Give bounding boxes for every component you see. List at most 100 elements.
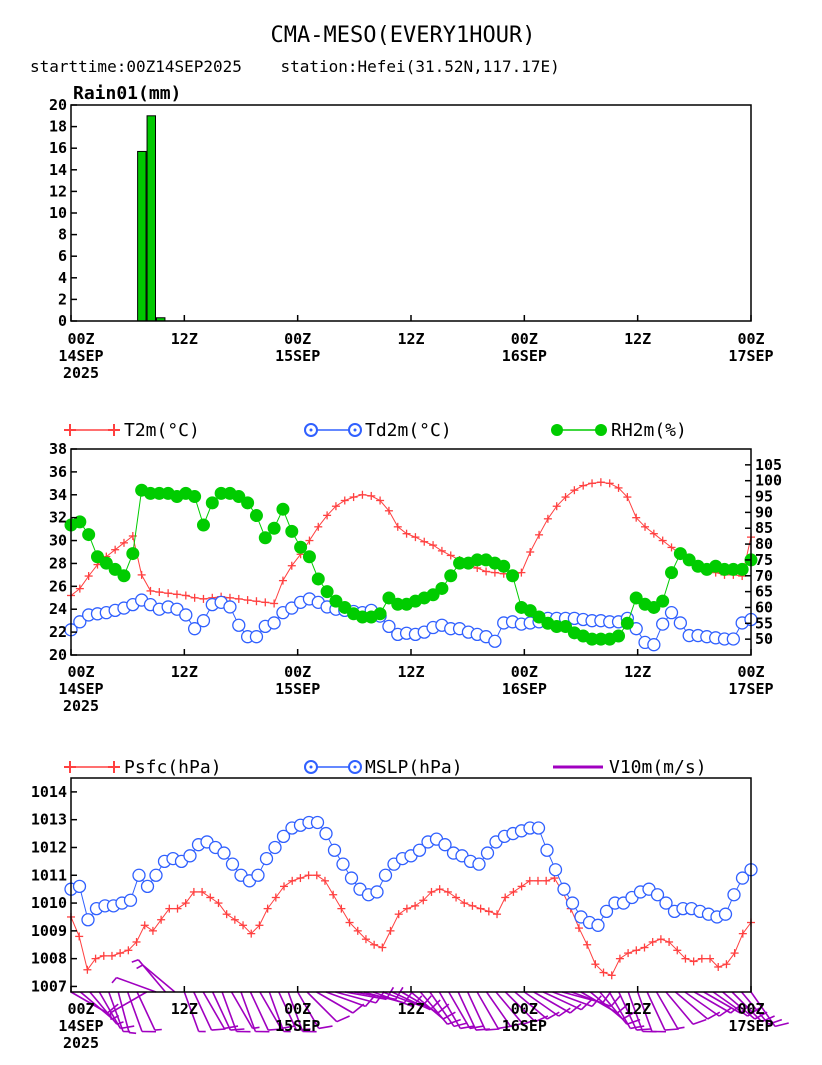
wind-barb: [466, 991, 487, 1031]
wind-barb-flag: [296, 1028, 311, 1031]
mslp-point: [268, 840, 282, 855]
pressure-x-tick-label: 12Z: [624, 1000, 651, 1018]
rh2m-point: [258, 531, 272, 545]
wind-barb: [684, 991, 720, 1017]
humidity-y-tick-label: 50: [755, 630, 773, 648]
legend-v10m-label: V10m(m/s): [609, 757, 707, 778]
wind-barb: [533, 991, 571, 1014]
pressure-y-tick-label: 1014: [31, 783, 67, 801]
wind-barb: [259, 991, 282, 1029]
wind-barb: [693, 991, 732, 1014]
rh2m-point: [82, 528, 96, 542]
humidity-y-tick-label: 65: [755, 583, 773, 601]
rain-x-tick-label: 00Z: [737, 330, 764, 348]
mslp-point: [310, 815, 325, 830]
td2m-point: [73, 615, 87, 629]
temperature-x-tick-label: 00Z: [67, 663, 94, 681]
rh2m-point: [435, 581, 449, 595]
rh2m-point: [426, 588, 440, 602]
temperature-x-tick-label: 12Z: [624, 663, 651, 681]
humidity-y-tick-label: 90: [755, 503, 773, 521]
wind-barb: [325, 991, 366, 1008]
rh2m-point: [506, 569, 520, 583]
mslp-point: [412, 843, 427, 857]
wind-barb: [391, 991, 431, 1011]
wind-barb: [589, 991, 624, 1020]
wind-barb-flag: [453, 1022, 468, 1028]
rain-x-tick-label: 00Z: [67, 330, 94, 348]
wind-barb: [438, 991, 461, 1029]
wind-barb: [240, 991, 257, 1032]
rh2m-point: [285, 524, 299, 538]
wind-barb-flag: [761, 1015, 775, 1023]
rh2m-point: [276, 502, 290, 516]
wind-barb: [722, 991, 756, 1020]
legend-rh2m-swatch: [595, 424, 607, 436]
wind-barb-flag: [707, 1011, 721, 1020]
mslp-point: [727, 888, 741, 902]
wind-barb: [108, 991, 124, 1032]
wind-barb: [202, 991, 225, 1029]
legend-td2m-label: Td2m(°C): [365, 420, 452, 441]
mslp-point: [472, 857, 486, 871]
wind-barb-flag: [569, 1003, 582, 1014]
rain-y-tick-label: 20: [49, 96, 67, 114]
wind-barb-flag: [154, 1028, 162, 1031]
rain-bar: [137, 150, 147, 322]
wind-barb-flag: [442, 1011, 456, 1020]
temperature-y-tick-label: 22: [49, 623, 67, 641]
rain-y-tick-label: 14: [49, 161, 67, 179]
rain-x-tick-label: 2025: [63, 364, 99, 382]
pressure-x-tick-label: 17SEP: [728, 1017, 773, 1035]
wind-barb: [542, 991, 582, 1011]
td2m-point: [196, 614, 211, 628]
wind-barb-flag: [136, 964, 144, 970]
rh2m-point: [90, 550, 104, 564]
wind-barb: [278, 991, 298, 1031]
mslp-point: [650, 888, 665, 902]
rain-panel-title: Rain01(mm): [73, 83, 181, 104]
wind-barb-flag: [558, 1007, 571, 1017]
legend-td2m-swatch: [353, 428, 357, 432]
wind-barb: [552, 991, 593, 1008]
mslp-point: [276, 829, 291, 844]
mslp-point: [217, 846, 231, 860]
rh2m-point: [338, 600, 352, 614]
pressure-x-tick-label: 15SEP: [275, 1017, 320, 1035]
wind-barb: [712, 991, 749, 1017]
wind-barb: [448, 991, 471, 1029]
temperature-humidity-panel: T2m(°C) Td2m(°C) RH2m(%) 20 22 24 26 28 30 32 34 36…: [49, 420, 782, 715]
rain-panel: Rain01(mm)0246810121416182000Z14SEP20251…: [49, 83, 774, 382]
chart-title: CMA-MESO(EVERY1HOUR): [271, 23, 536, 48]
pressure-x-tick-label: 00Z: [67, 1000, 94, 1018]
wind-barb-flag: [469, 1025, 484, 1030]
td2m-point: [267, 616, 281, 630]
td2m-point: [673, 616, 688, 630]
rh2m-point: [629, 591, 643, 605]
rain-panel-frame: [70, 104, 752, 322]
mslp-point: [718, 907, 733, 921]
wind-barb: [142, 964, 176, 993]
temperature-x-tick-label: 17SEP: [728, 680, 773, 698]
wind-barb: [504, 991, 536, 1023]
td2m-point: [249, 630, 264, 644]
td2m-point: [726, 632, 740, 646]
rh2m-point: [232, 490, 246, 504]
temperature-y-tick-label: 30: [49, 532, 67, 550]
rain-x-tick-label: 17SEP: [728, 347, 773, 365]
legend-t2m-label: T2m(°C): [124, 420, 200, 441]
rh2m-point: [320, 585, 334, 599]
temperature-y-tick-label: 36: [49, 463, 67, 481]
wind-barb-flag: [131, 959, 139, 963]
wind-barb-flag: [109, 1012, 113, 1021]
humidity-y-tick-label: 70: [755, 567, 773, 585]
mslp-point: [540, 843, 554, 857]
rh2m-point: [267, 521, 281, 535]
wind-barb-flag: [616, 1003, 629, 1014]
rh2m-point: [673, 547, 687, 561]
mslp-point: [344, 871, 359, 885]
temperature-x-tick-label: 16SEP: [502, 680, 547, 698]
wind-barb-flag: [610, 995, 621, 1007]
td2m-point: [179, 608, 193, 622]
mslp-point: [132, 868, 146, 882]
